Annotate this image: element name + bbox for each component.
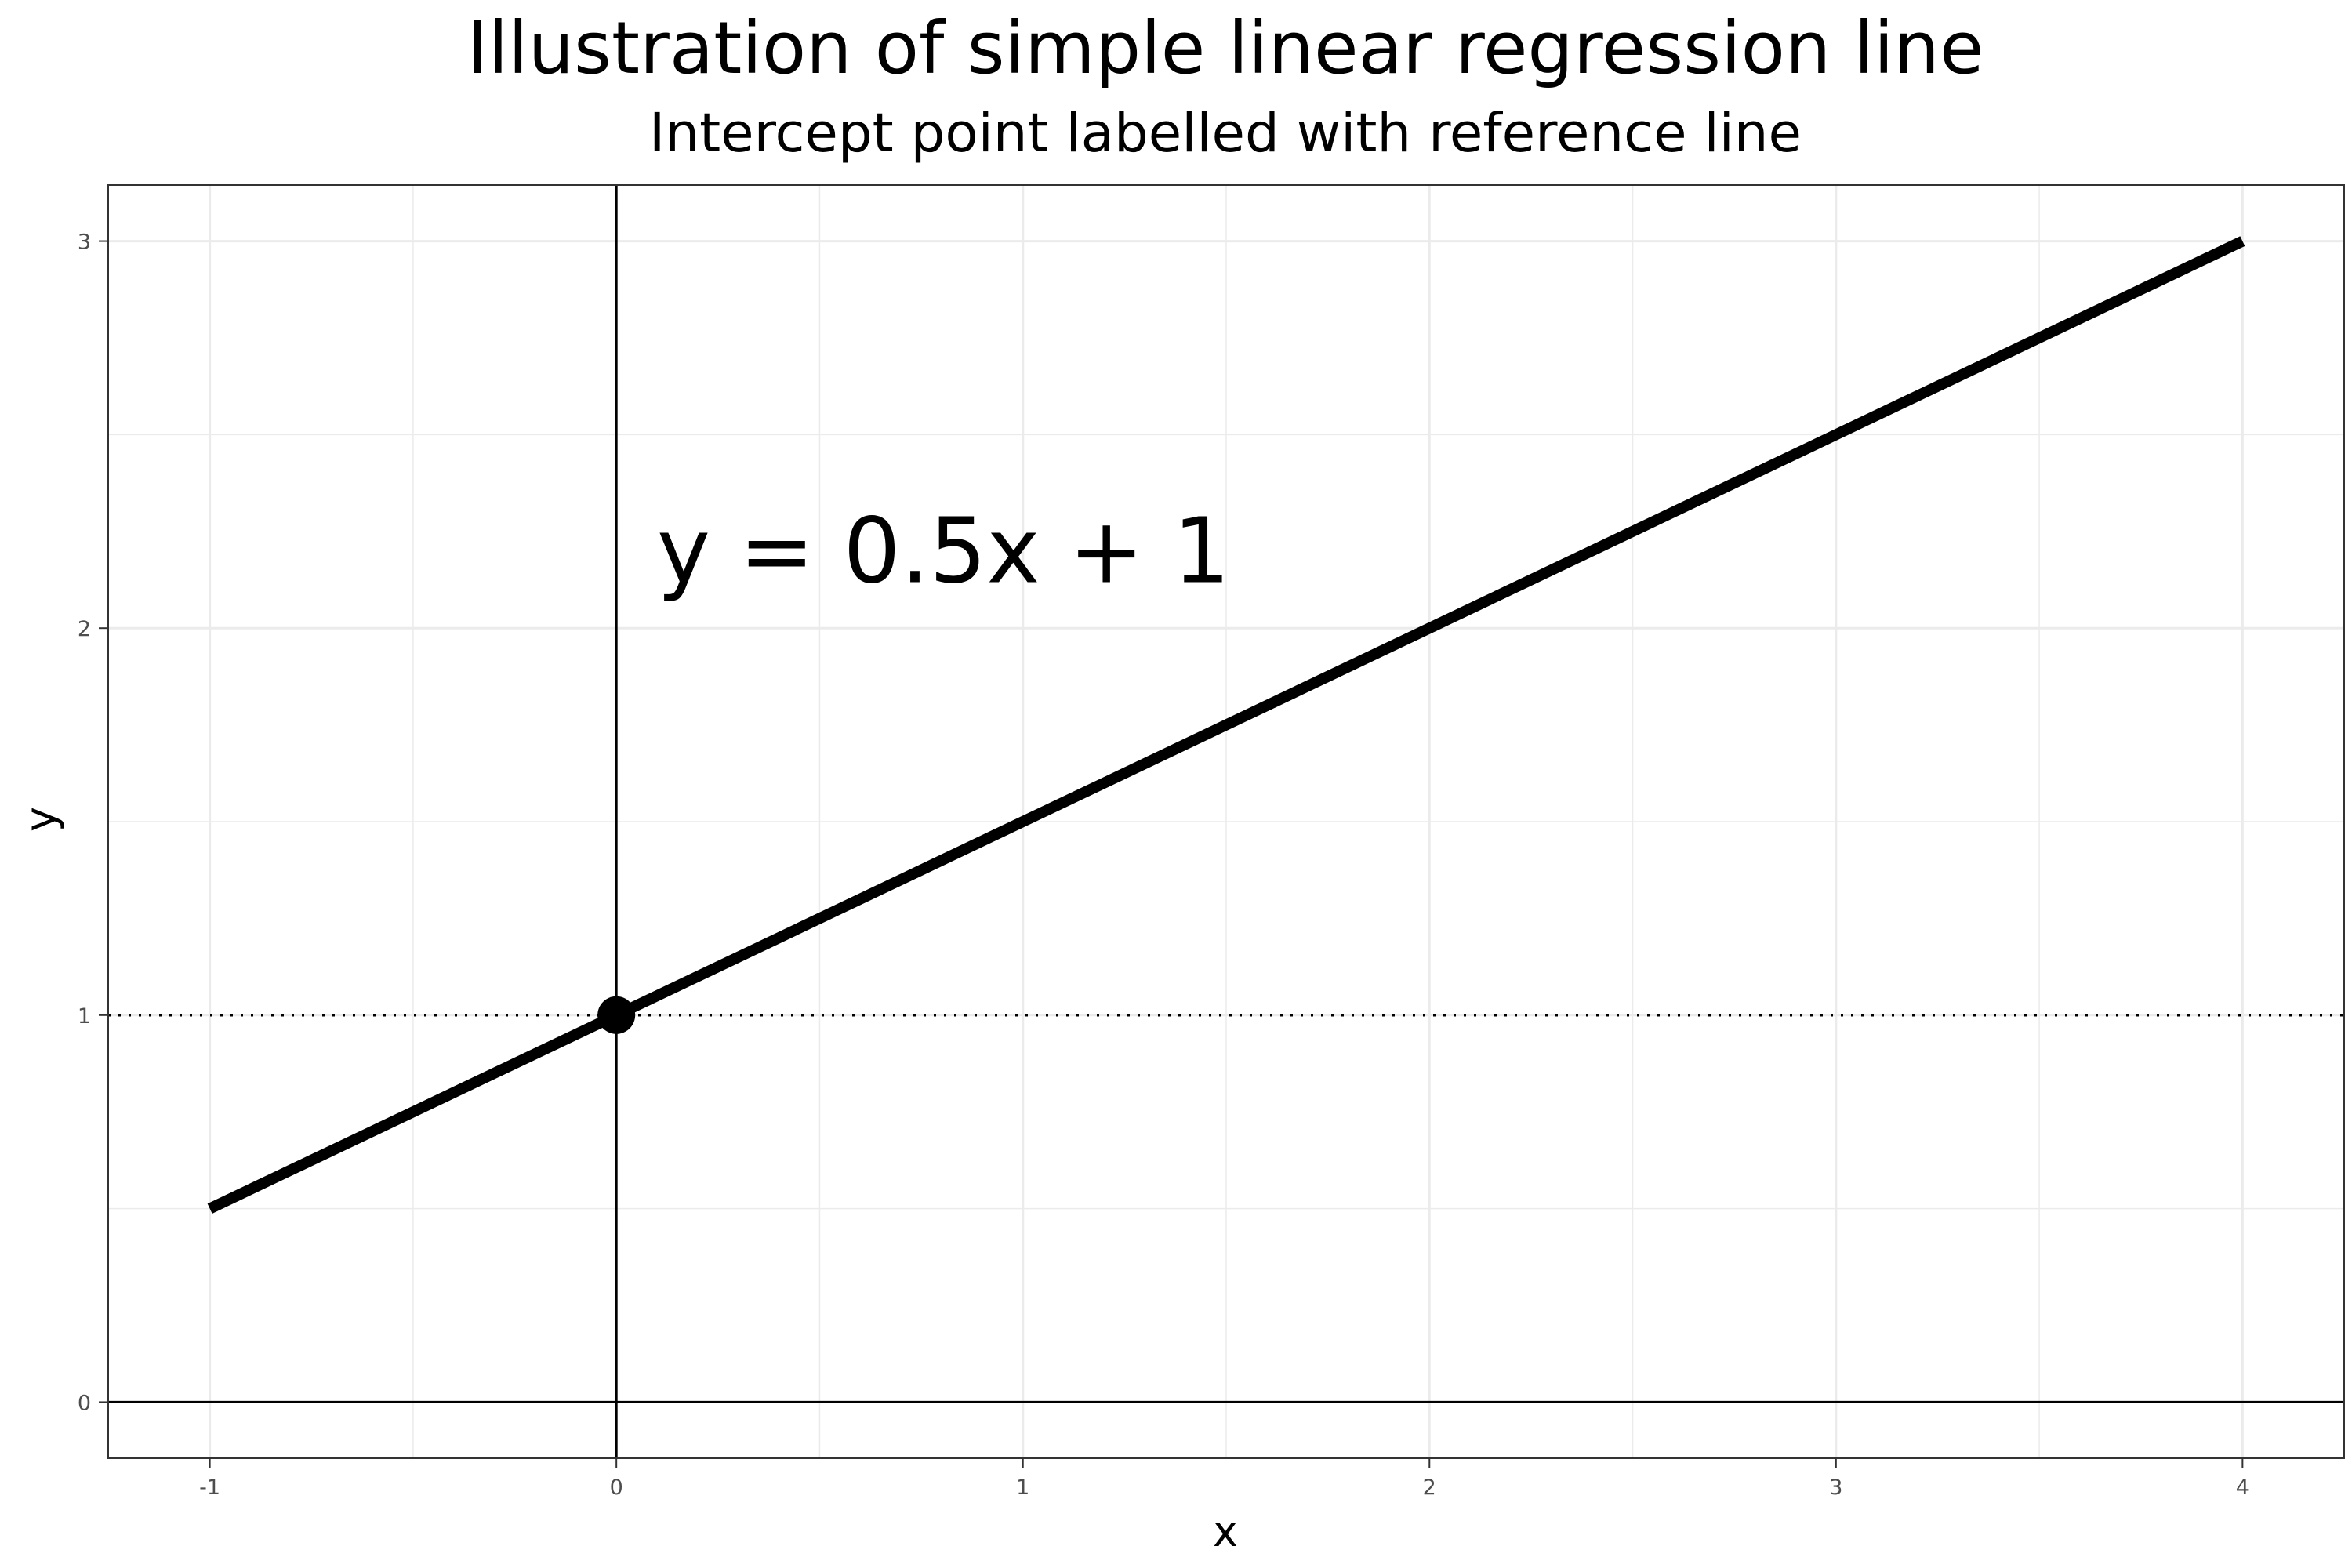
x-tick-label: 2: [1423, 1475, 1436, 1500]
panel-border: [107, 184, 2345, 1459]
x-tick-label: 0: [610, 1475, 623, 1500]
grid: [108, 185, 2344, 1458]
chart-subtitle: Intercept point labelled with reference …: [649, 102, 1802, 165]
x-tick-label: -1: [199, 1475, 220, 1500]
y-tick-label: 2: [78, 617, 91, 641]
chart-title: Illustration of simple linear regression…: [466, 6, 1984, 90]
regression-equation-label: y = 0.5x + 1: [657, 499, 1230, 604]
y-tick-label: 3: [78, 230, 91, 255]
x-tick-label: 4: [2236, 1475, 2249, 1500]
y-tick-label: 1: [78, 1004, 91, 1029]
annotations: y = 0.5x + 1: [657, 499, 1230, 604]
x-tick-label: 3: [1829, 1475, 1842, 1500]
x-axis-title: x: [1213, 1507, 1238, 1556]
regression-line: [207, 236, 2245, 1214]
series: [207, 236, 2245, 1214]
y-axis-title: y: [16, 807, 65, 832]
x-tick-label: 1: [1016, 1475, 1029, 1500]
axis-ticks: -1 0 1 2 3 4 0 1 2 3: [78, 230, 2249, 1500]
y-tick-label: 0: [78, 1391, 91, 1415]
reference-lines: [108, 185, 2344, 1458]
intercept-point: [597, 996, 636, 1034]
